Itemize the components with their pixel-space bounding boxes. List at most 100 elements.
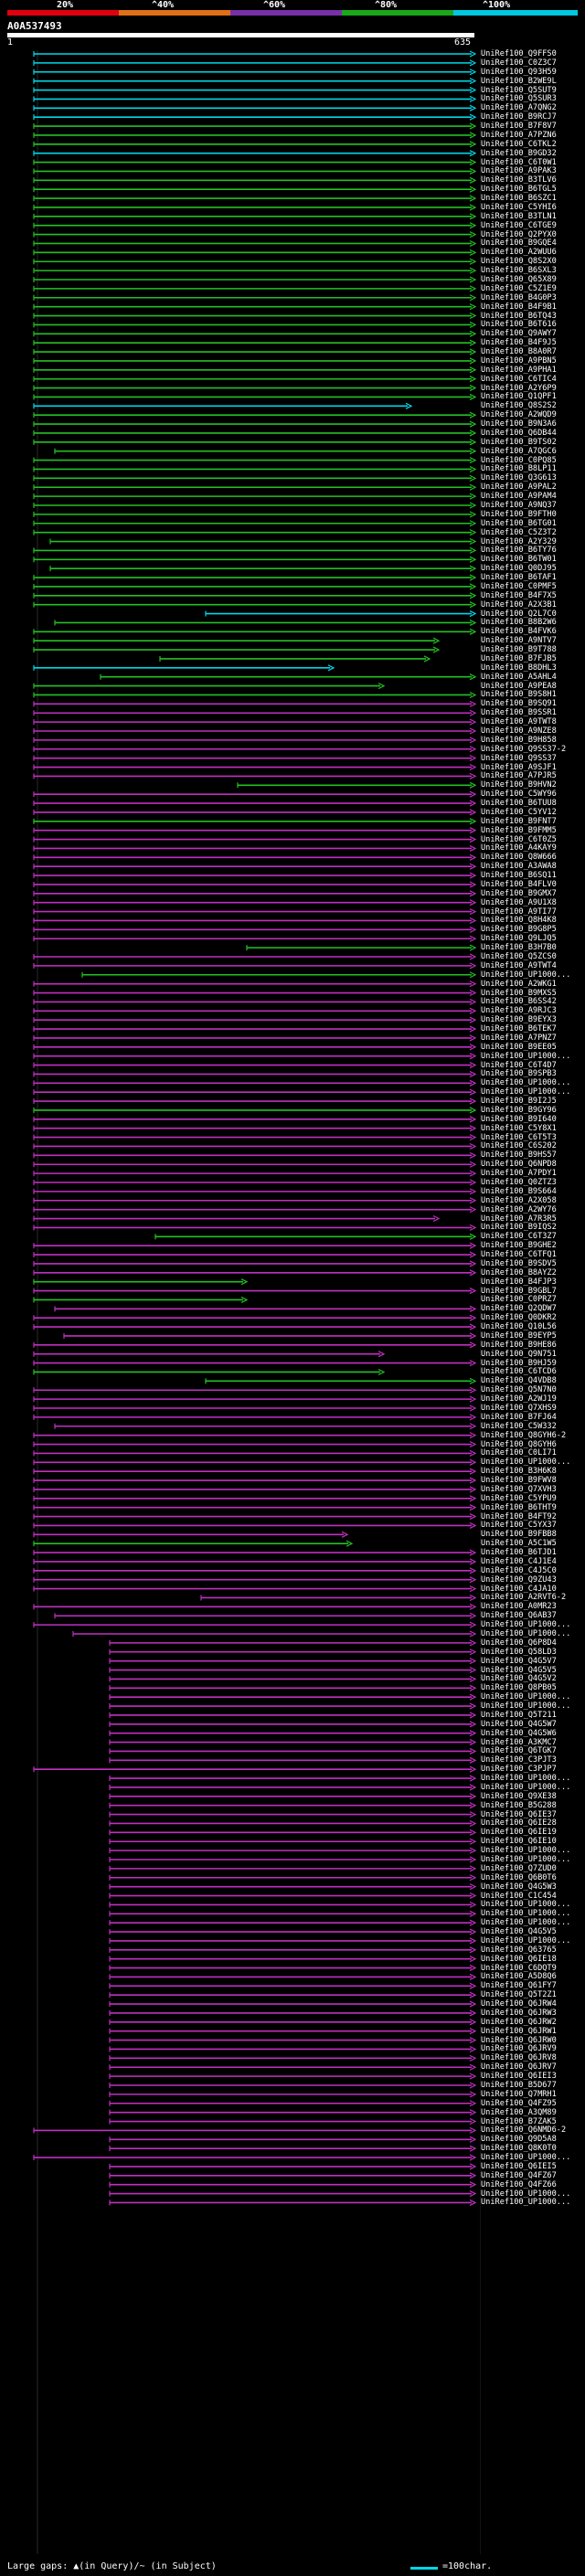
hit-bar[interactable] [109,1811,477,1818]
hit-label[interactable]: UniRef100_A9PHA1 [481,365,557,375]
hit-bar[interactable] [33,1242,477,1249]
hit-bar[interactable] [33,213,477,220]
hit-bar[interactable] [33,935,477,942]
hit-label[interactable]: UniRef100_B4FLV0 [481,879,557,889]
hit-bar[interactable] [33,231,477,239]
hit-bar[interactable] [33,1016,477,1023]
hit-label[interactable]: UniRef100_C6T5T3 [481,1132,557,1142]
hit-label[interactable]: UniRef100_B6TGL5 [481,185,557,195]
hit-bar[interactable] [109,2063,477,2071]
hit-label[interactable]: UniRef100_B4G0P3 [481,292,557,302]
hit-bar[interactable] [109,2054,477,2062]
hit-bar[interactable] [33,176,477,184]
hit-bar[interactable] [63,1332,477,1340]
hit-bar[interactable] [33,159,477,166]
hit-bar[interactable] [33,474,477,482]
hit-label[interactable]: UniRef100_Q9D5A8 [481,2135,557,2145]
hit-label[interactable]: UniRef100_C3PJT3 [481,1755,557,1765]
hit-label[interactable]: UniRef100_A7PZN6 [481,130,557,140]
hit-bar[interactable] [109,1730,477,1737]
hit-bar[interactable] [159,655,431,663]
hit-label[interactable]: UniRef100_Q8W666 [481,853,557,863]
hit-bar[interactable] [33,1188,477,1195]
hit-label[interactable]: UniRef100_Q9SS37-2 [481,744,567,754]
hit-label[interactable]: UniRef100_Q9ZU43 [481,1574,557,1585]
hit-bar[interactable] [109,1865,477,1872]
hit-bar[interactable] [33,239,477,248]
hit-bar[interactable] [109,1892,477,1900]
hit-label[interactable]: UniRef100_B4FVK6 [481,627,557,637]
hit-bar[interactable] [33,863,477,870]
hit-label[interactable]: UniRef100_B8DHL3 [481,663,557,673]
hit-label[interactable]: UniRef100_Q0ZTZ3 [481,1178,557,1187]
hit-label[interactable]: UniRef100_Q4FZ66 [481,2179,557,2189]
hit-label[interactable]: UniRef100_B7ZAK5 [481,2116,557,2126]
hit-label[interactable]: UniRef100_B9GD32 [481,148,557,158]
hit-bar[interactable] [109,2181,477,2189]
hit-label[interactable]: UniRef100_C6T3Z7 [481,1232,557,1242]
hit-bar[interactable] [33,1034,477,1042]
hit-bar[interactable] [33,709,477,716]
hit-label[interactable]: UniRef100_Q8PB05 [481,1683,557,1693]
hit-bar[interactable] [33,376,477,383]
hit-label[interactable]: UniRef100_Q7XVH3 [481,1484,557,1494]
hit-label[interactable]: UniRef100_B9IQS2 [481,1223,557,1233]
hit-label[interactable]: UniRef100_C5WY96 [481,790,557,800]
hit-bar[interactable] [109,1693,477,1701]
hit-label[interactable]: UniRef100_UP1000... [481,1701,571,1712]
hit-bar[interactable] [33,556,477,563]
hit-label[interactable]: UniRef100_C5YHI6 [481,202,557,212]
hit-bar[interactable] [33,998,477,1005]
hit-bar[interactable] [109,1648,477,1656]
hit-bar[interactable] [109,1973,477,1980]
hit-bar[interactable] [109,1982,477,1989]
hit-bar[interactable] [109,2037,477,2044]
hit-label[interactable]: UniRef100_UP1000... [481,1846,571,1856]
hit-bar[interactable] [33,763,477,771]
hit-bar[interactable] [33,222,477,229]
hit-bar[interactable] [33,583,477,590]
hit-label[interactable]: UniRef100_A2WKG1 [481,979,557,989]
hit-label[interactable]: UniRef100_C0PQ85 [481,455,557,465]
hit-label[interactable]: UniRef100_B9HE86 [481,1340,557,1350]
hit-label[interactable]: UniRef100_Q6IE28 [481,1818,557,1829]
hit-label[interactable]: UniRef100_B6TEK7 [481,1024,557,1034]
hit-label[interactable]: UniRef100_B9RCJ7 [481,112,557,122]
hit-bar[interactable] [33,1521,477,1529]
hit-bar[interactable] [33,1007,477,1014]
hit-bar[interactable] [33,1531,349,1538]
hit-bar[interactable] [109,1838,477,1845]
hit-label[interactable]: UniRef100_Q9LJQ5 [481,934,557,944]
hit-label[interactable]: UniRef100_Q6JRV8 [481,2053,557,2063]
hit-bar[interactable] [33,772,477,779]
hit-bar[interactable] [33,1142,477,1150]
hit-bar[interactable] [33,1495,477,1502]
hit-bar[interactable] [33,1513,477,1521]
hit-bar[interactable] [33,420,477,428]
hit-label[interactable]: UniRef100_C5YPU9 [481,1493,557,1503]
hit-bar[interactable] [33,917,477,925]
hit-bar[interactable] [33,926,477,933]
hit-label[interactable]: UniRef100_A9NQ37 [481,501,557,510]
hit-bar[interactable] [109,1883,477,1891]
hit-label[interactable]: UniRef100_Q6JRW1 [481,2026,557,2036]
hit-label[interactable]: UniRef100_Q6JRV9 [481,2044,557,2054]
hit-label[interactable]: UniRef100_B3TLN1 [481,211,557,221]
hit-bar[interactable] [33,1278,249,1286]
hit-label[interactable]: UniRef100_C0Z3C7 [481,58,557,68]
hit-bar[interactable] [33,150,477,157]
hit-label[interactable]: UniRef100_Q6JRW3 [481,2008,557,2018]
hit-label[interactable]: UniRef100_A7PJR5 [481,771,557,781]
hit-label[interactable]: UniRef100_B9EYX3 [481,1015,557,1025]
hit-bar[interactable] [237,781,477,789]
hit-bar[interactable] [33,141,477,148]
hit-label[interactable]: UniRef100_B9I640 [481,1114,557,1124]
hit-label[interactable]: UniRef100_Q8S2S2 [481,401,557,411]
hit-label[interactable]: UniRef100_B6SQ11 [481,871,557,881]
hit-label[interactable]: UniRef100_A7QGC6 [481,446,557,456]
hit-label[interactable]: UniRef100_B8AYZ2 [481,1267,557,1277]
hit-bar[interactable] [33,357,477,365]
hit-label[interactable]: UniRef100_Q9AWY7 [481,329,557,339]
hit-label[interactable]: UniRef100_Q4G5W3 [481,1882,557,1892]
hit-label[interactable]: UniRef100_B9EE05 [481,1042,557,1052]
